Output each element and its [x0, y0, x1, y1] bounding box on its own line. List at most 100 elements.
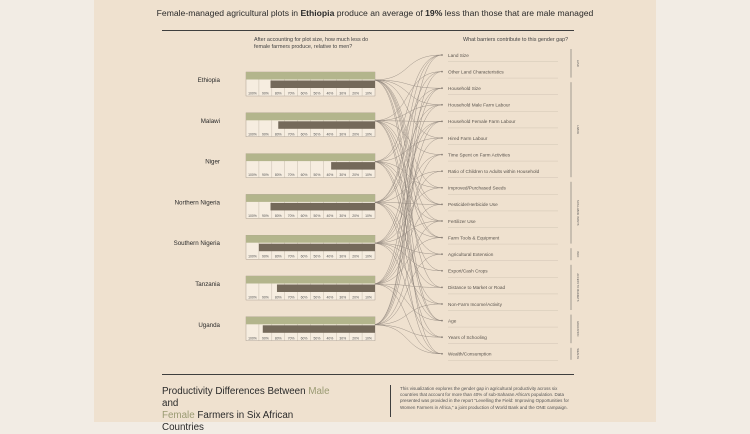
link-line [372, 54, 443, 203]
tick-label: 10% [365, 255, 372, 259]
barrier-dot [441, 336, 443, 339]
tick-label: 70% [288, 92, 295, 96]
male-bar [246, 316, 375, 325]
footer-title: Productivity Differences Between Male an… [162, 386, 330, 433]
link-line [372, 202, 443, 238]
group-label: NON-LABOR INPUTS [576, 200, 580, 226]
group-label: LABOR [576, 125, 580, 134]
tick-label: 20% [352, 173, 359, 177]
link-line [372, 303, 443, 326]
female-bar [331, 162, 375, 170]
tick-label: 100% [248, 214, 257, 218]
link-line [372, 283, 443, 321]
tick-label: 50% [314, 296, 321, 300]
link-line [372, 54, 443, 81]
barrier-dot [441, 269, 443, 272]
link-line [372, 202, 443, 205]
barrier-dot [441, 103, 443, 106]
female-bar [276, 284, 375, 292]
tick-label: 100% [248, 173, 257, 177]
group-label: WEALTH [576, 348, 580, 359]
barrier-dot [441, 253, 443, 256]
tick-label: 60% [301, 214, 308, 218]
tick-label: 80% [275, 336, 282, 340]
link-line [372, 170, 443, 285]
link-line [372, 237, 443, 285]
tick-label: 70% [288, 132, 295, 136]
link-line [372, 187, 443, 244]
tick-label: 30% [339, 336, 346, 340]
link-line [372, 79, 443, 189]
link-line [372, 283, 443, 355]
barrier-dot [441, 137, 443, 139]
tick-label: 80% [275, 132, 282, 136]
tick-label: 100% [248, 132, 257, 136]
chart-title: Female-managed agricultural plots in Eth… [156, 8, 594, 18]
link-line [372, 202, 443, 355]
tick-label: 70% [288, 336, 295, 340]
country-label: Ethiopia [198, 77, 221, 84]
barrier-dot [441, 153, 443, 156]
tick-label: 80% [275, 173, 282, 177]
barrier-label: Hired Farm Labour [448, 136, 488, 141]
link-line [372, 137, 443, 162]
tick-label: 40% [326, 132, 333, 136]
group-label: ACCESS TO MARKETS [576, 273, 580, 301]
barrier-label: Other Land Characteristics [448, 69, 504, 74]
tick-label: 30% [339, 92, 346, 96]
link-line [372, 242, 443, 255]
group-label: EDUCATION [576, 321, 580, 336]
tick-label: 70% [288, 173, 295, 177]
male-bar [246, 235, 375, 243]
chart-canvas: Ethiopia 100% 90% 80% 70% 60% 50% 40% 30% 20% 10% M… [174, 49, 580, 361]
tick-label: 70% [288, 214, 295, 218]
barrier-dot [441, 352, 443, 355]
tick-label: 90% [262, 132, 269, 136]
country-label: Southern Nigeria [174, 240, 221, 247]
link-line [372, 121, 443, 326]
tick-label: 80% [275, 214, 282, 218]
tick-label: 10% [365, 173, 372, 177]
tick-label: 60% [301, 336, 308, 340]
tick-label: 90% [262, 92, 269, 96]
tick-label: 40% [326, 255, 333, 259]
link-line [372, 79, 443, 89]
tick-label: 30% [339, 173, 346, 177]
barrier-dot [441, 186, 443, 189]
barrier-dot [441, 286, 443, 289]
link-line [372, 79, 443, 238]
tick-label: 90% [262, 214, 269, 218]
female-bar [270, 80, 375, 88]
female-label: Female [162, 410, 195, 421]
link-line [372, 79, 443, 205]
tick-label: 100% [248, 255, 257, 259]
male-bar [246, 194, 375, 202]
group-label: INFO [576, 251, 580, 257]
link-line [372, 104, 443, 203]
tick-label: 20% [352, 336, 359, 340]
link-line [372, 104, 443, 285]
left-question: After accounting for plot size, how much… [254, 37, 369, 50]
link-line [372, 121, 443, 244]
tick-label: 40% [326, 173, 333, 177]
barrier-label: Household Male Farm Labour [448, 103, 510, 108]
tick-label: 60% [301, 92, 308, 96]
link-line [372, 104, 443, 122]
link-line [372, 161, 443, 189]
barrier-label: Ratio of Children to Adults within House… [448, 169, 540, 174]
tick-label: 30% [339, 214, 346, 218]
link-line [372, 161, 443, 305]
tick-label: 100% [248, 336, 257, 340]
link-line [372, 324, 443, 338]
link-line [372, 120, 443, 355]
female-bar [258, 243, 375, 252]
link-line [372, 71, 443, 326]
link-line [372, 161, 443, 222]
barrier-dot [441, 54, 443, 56]
tick-label: 60% [301, 296, 308, 300]
link-line [372, 324, 443, 355]
bottom-rule [162, 374, 574, 375]
tick-label: 80% [275, 255, 282, 259]
tick-label: 80% [275, 296, 282, 300]
tick-label: 90% [262, 296, 269, 300]
